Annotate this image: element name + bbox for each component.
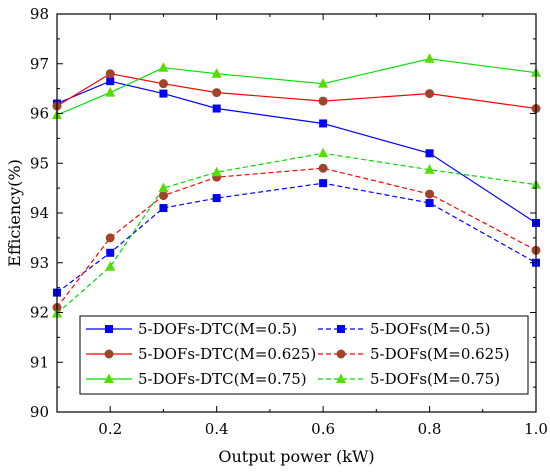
y-axis-label: Efficiency(%) bbox=[5, 159, 24, 267]
series-line-5 bbox=[56, 58, 537, 116]
data-point-s5-6 bbox=[424, 53, 435, 63]
data-point-s2-6 bbox=[425, 199, 434, 208]
y-tick-label: 90 bbox=[30, 403, 49, 421]
x-tick-label: 0.2 bbox=[98, 420, 122, 438]
legend-label: 5-DOFs-DTC(M=0.625) bbox=[138, 345, 316, 363]
data-point-s4-2 bbox=[105, 233, 115, 243]
series-line-3 bbox=[56, 73, 537, 110]
data-point-s5-2 bbox=[105, 87, 116, 97]
data-point-s3-5 bbox=[318, 96, 328, 106]
data-point-s2-2 bbox=[106, 248, 115, 257]
x-tick-label: 0.6 bbox=[311, 420, 335, 438]
data-point-s6-6 bbox=[424, 164, 435, 174]
data-point-s2-4 bbox=[212, 194, 221, 203]
y-tick-label: 91 bbox=[30, 353, 49, 371]
data-point-s4-3 bbox=[158, 191, 168, 201]
y-tick-label: 97 bbox=[30, 55, 49, 73]
legend-label: 5-DOFs-DTC(M=0.5) bbox=[138, 320, 297, 338]
legend: 5-DOFs-DTC(M=0.5) 5-DOFs(M=0.5) 5-DOFs-DTC… bbox=[79, 315, 529, 395]
data-point-s1-6 bbox=[425, 149, 434, 158]
ticks bbox=[56, 13, 537, 413]
x-tick-label: 1.0 bbox=[524, 420, 548, 438]
data-point-s6-3 bbox=[158, 182, 169, 193]
y-tick-label: 92 bbox=[30, 304, 49, 322]
legend-marker bbox=[336, 349, 346, 359]
legend-marker bbox=[337, 325, 345, 333]
data-point-s2-5 bbox=[319, 179, 328, 188]
data-point-s5-4 bbox=[211, 68, 222, 78]
data-point-s1-2 bbox=[106, 77, 115, 86]
legend-label: 5-DOFs(M=0.5) bbox=[370, 320, 491, 338]
x-axis-label: Output power (kW) bbox=[218, 447, 374, 466]
legend-marker bbox=[336, 373, 346, 383]
series-markers bbox=[52, 53, 541, 318]
series-line-2 bbox=[56, 182, 537, 294]
legend-marker bbox=[105, 325, 113, 333]
legend-marker bbox=[104, 373, 114, 383]
legend-marker bbox=[104, 349, 114, 359]
data-point-s6-2 bbox=[105, 261, 116, 271]
legend-label: 5-DOFs(M=0.625) bbox=[370, 345, 510, 363]
data-point-s4-5 bbox=[318, 163, 328, 173]
x-tick-label: 0.4 bbox=[205, 420, 229, 438]
data-point-s3-6 bbox=[425, 89, 435, 99]
series-line-6 bbox=[56, 152, 537, 314]
data-point-s2-3 bbox=[159, 204, 168, 213]
x-tick-label: 0.8 bbox=[418, 420, 442, 438]
data-point-s1-5 bbox=[319, 119, 328, 128]
legend-box bbox=[79, 315, 529, 395]
y-tick-label: 94 bbox=[30, 204, 49, 222]
data-point-s5-3 bbox=[158, 62, 169, 72]
series-lines bbox=[56, 58, 537, 314]
legend-label: 5-DOFs(M=0.75) bbox=[370, 370, 500, 388]
data-point-s4-6 bbox=[425, 189, 435, 199]
series-line-1 bbox=[56, 80, 537, 224]
y-tick-label: 95 bbox=[30, 154, 49, 172]
y-tick-label: 98 bbox=[30, 5, 49, 23]
y-tick-label: 93 bbox=[30, 254, 49, 272]
data-point-s3-2 bbox=[105, 69, 115, 79]
data-point-s6-5 bbox=[318, 147, 329, 158]
data-point-s5-5 bbox=[318, 78, 329, 88]
data-point-s3-4 bbox=[212, 88, 222, 98]
legend-label: 5-DOFs-DTC(M=0.75) bbox=[138, 370, 307, 388]
data-point-s3-3 bbox=[158, 79, 168, 89]
y-tick-label: 96 bbox=[30, 105, 49, 123]
data-point-s6-4 bbox=[211, 166, 222, 177]
data-point-s1-3 bbox=[159, 89, 168, 98]
data-point-s1-4 bbox=[212, 104, 221, 113]
tick-labels: 90 91 92 93 94 95 96 97 98 0.2 0.4 0.6 0.8 1.0 bbox=[30, 5, 548, 438]
